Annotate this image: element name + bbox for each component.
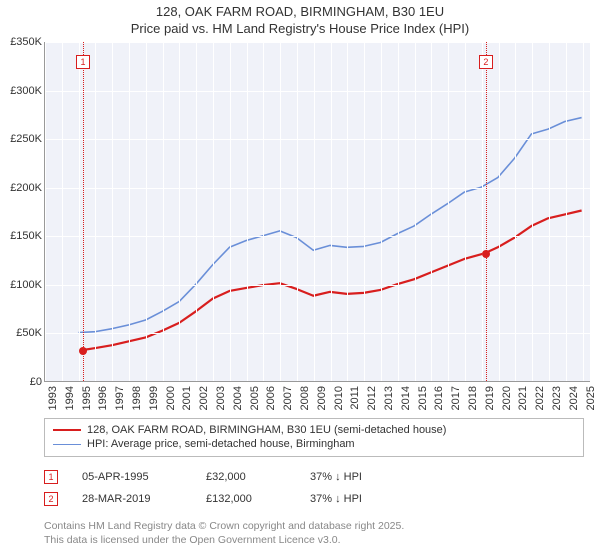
- x-axis-label: 2005: [249, 386, 261, 416]
- x-axis-label: 1993: [47, 386, 59, 416]
- x-axis-label: 2001: [181, 386, 193, 416]
- x-axis-label: 2018: [467, 386, 479, 416]
- y-axis-label: £250K: [0, 133, 42, 145]
- x-axis-label: 2012: [366, 386, 378, 416]
- x-axis-label: 2022: [534, 386, 546, 416]
- sale-diff: 37% ↓ HPI: [310, 471, 430, 483]
- x-axis-label: 2016: [433, 386, 445, 416]
- x-axis-label: 2014: [400, 386, 412, 416]
- chart-area: 12 £0£50K£100K£150K£200K£250K£300K£350K1…: [0, 42, 590, 412]
- x-axis-label: 2021: [517, 386, 529, 416]
- chart-title: 128, OAK FARM ROAD, BIRMINGHAM, B30 1EU …: [0, 0, 600, 38]
- x-axis-label: 2002: [198, 386, 210, 416]
- x-axis-label: 2009: [316, 386, 328, 416]
- x-axis-label: 1997: [114, 386, 126, 416]
- x-axis-label: 1999: [148, 386, 160, 416]
- x-axis-label: 2010: [333, 386, 345, 416]
- title-subtitle: Price paid vs. HM Land Registry's House …: [0, 21, 600, 38]
- legend-item: 128, OAK FARM ROAD, BIRMINGHAM, B30 1EU …: [53, 423, 575, 437]
- legend-label: 128, OAK FARM ROAD, BIRMINGHAM, B30 1EU …: [87, 424, 446, 436]
- x-axis-label: 2003: [215, 386, 227, 416]
- legend-swatch: [53, 444, 81, 445]
- sale-diff: 37% ↓ HPI: [310, 493, 430, 505]
- sale-date: 05-APR-1995: [82, 471, 182, 483]
- plot-region: 12: [44, 42, 590, 382]
- sale-marker-icon: 1: [44, 470, 58, 484]
- table-row: 1 05-APR-1995 £32,000 37% ↓ HPI: [44, 466, 584, 488]
- x-axis-label: 2011: [349, 386, 361, 416]
- y-axis-label: £200K: [0, 182, 42, 194]
- legend-swatch: [53, 429, 81, 431]
- sale-price: £132,000: [206, 493, 286, 505]
- x-axis-label: 2015: [417, 386, 429, 416]
- legend-item: HPI: Average price, semi-detached house,…: [53, 437, 575, 451]
- chart-container: 128, OAK FARM ROAD, BIRMINGHAM, B30 1EU …: [0, 0, 600, 560]
- sale-price: £32,000: [206, 471, 286, 483]
- footer-line: This data is licensed under the Open Gov…: [44, 534, 584, 548]
- x-axis-label: 2025: [585, 386, 597, 416]
- footer-line: Contains HM Land Registry data © Crown c…: [44, 520, 584, 534]
- table-row: 2 28-MAR-2019 £132,000 37% ↓ HPI: [44, 488, 584, 510]
- x-axis-label: 2007: [282, 386, 294, 416]
- sale-marker-icon: 2: [479, 55, 493, 69]
- line-series-svg: [45, 42, 590, 381]
- x-axis-label: 2013: [383, 386, 395, 416]
- y-axis-label: £300K: [0, 85, 42, 97]
- title-address: 128, OAK FARM ROAD, BIRMINGHAM, B30 1EU: [0, 4, 600, 21]
- x-axis-label: 2023: [551, 386, 563, 416]
- sale-point-dot: [482, 250, 490, 258]
- x-axis-label: 1994: [64, 386, 76, 416]
- legend-label: HPI: Average price, semi-detached house,…: [87, 438, 355, 450]
- sales-table: 1 05-APR-1995 £32,000 37% ↓ HPI 2 28-MAR…: [44, 466, 584, 510]
- legend-box: 128, OAK FARM ROAD, BIRMINGHAM, B30 1EU …: [44, 418, 584, 457]
- sale-date: 28-MAR-2019: [82, 493, 182, 505]
- x-axis-label: 1998: [131, 386, 143, 416]
- x-axis-label: 2004: [232, 386, 244, 416]
- sale-marker-icon: 2: [44, 492, 58, 506]
- x-axis-label: 2006: [265, 386, 277, 416]
- x-axis-label: 2000: [165, 386, 177, 416]
- y-axis-label: £0: [0, 376, 42, 388]
- x-axis-label: 2017: [450, 386, 462, 416]
- footer-attribution: Contains HM Land Registry data © Crown c…: [44, 520, 584, 547]
- y-axis-label: £350K: [0, 36, 42, 48]
- x-axis-label: 1996: [97, 386, 109, 416]
- x-axis-label: 2020: [501, 386, 513, 416]
- sale-point-dot: [79, 347, 87, 355]
- y-axis-label: £100K: [0, 279, 42, 291]
- x-axis-label: 2019: [484, 386, 496, 416]
- x-axis-label: 2024: [568, 386, 580, 416]
- x-axis-label: 1995: [81, 386, 93, 416]
- y-axis-label: £150K: [0, 230, 42, 242]
- x-axis-label: 2008: [299, 386, 311, 416]
- y-axis-label: £50K: [0, 327, 42, 339]
- sale-marker-icon: 1: [76, 55, 90, 69]
